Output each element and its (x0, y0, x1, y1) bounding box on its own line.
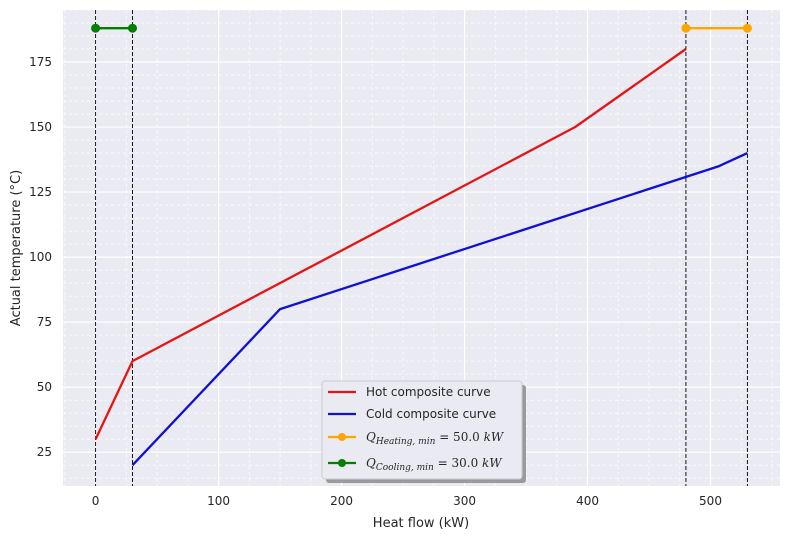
x-tick-label: 500 (699, 494, 722, 508)
x-tick-label: 400 (576, 494, 599, 508)
vertical-dashed-lines (95, 10, 748, 486)
heating-unit: kW (484, 430, 505, 444)
x-tick-label: 0 (92, 494, 100, 508)
series-group (91, 23, 752, 466)
series-marker-3 (127, 23, 137, 33)
series-marker-2 (742, 23, 752, 33)
cooling-q-symbol: Q (366, 456, 376, 470)
x-tick-labels: 0 100 200 300 400 500 (92, 494, 722, 508)
cooling-unit: kW (482, 456, 503, 470)
y-tick-label: 175 (29, 55, 52, 69)
legend-label-cold: Cold composite curve (366, 407, 496, 421)
y-tick-label: 100 (29, 250, 52, 264)
series-line-1 (131, 152, 748, 466)
heating-value: = 50.0 (435, 430, 483, 444)
x-tick-label: 200 (330, 494, 353, 508)
legend-label-heating: QHeating, min = 50.0 kW (366, 430, 505, 447)
legend-label-hot: Hot composite curve (366, 385, 491, 399)
y-axis-label: Actual temperature (°C) (9, 170, 24, 326)
legend-label-cooling: QCooling, min = 30.0 kW (366, 456, 503, 473)
y-tick-label: 75 (37, 315, 52, 329)
heating-q-symbol: Q (366, 430, 376, 444)
y-tick-label: 150 (29, 120, 52, 134)
y-tick-label: 50 (37, 380, 52, 394)
y-tick-label: 125 (29, 185, 52, 199)
heating-subscript: Heating, min (375, 437, 436, 447)
legend-marker-heating (338, 433, 346, 441)
x-axis-label: Heat flow (kW) (373, 516, 469, 531)
x-tick-label: 300 (453, 494, 476, 508)
series-marker-3 (91, 23, 101, 33)
legend-box (321, 380, 523, 480)
series-marker-2 (681, 23, 691, 33)
series-line-0 (94, 48, 687, 440)
legend-marker-cooling (338, 459, 346, 467)
cooling-subscript: Cooling, min (376, 463, 434, 473)
y-tick-label: 25 (37, 445, 52, 459)
x-tick-label: 100 (207, 494, 230, 508)
y-tick-labels: 25 50 75 100 125 150 175 (29, 55, 52, 459)
legend: Hot composite curve Cold composite curve… (321, 380, 526, 483)
cooling-value: = 30.0 (434, 456, 482, 470)
